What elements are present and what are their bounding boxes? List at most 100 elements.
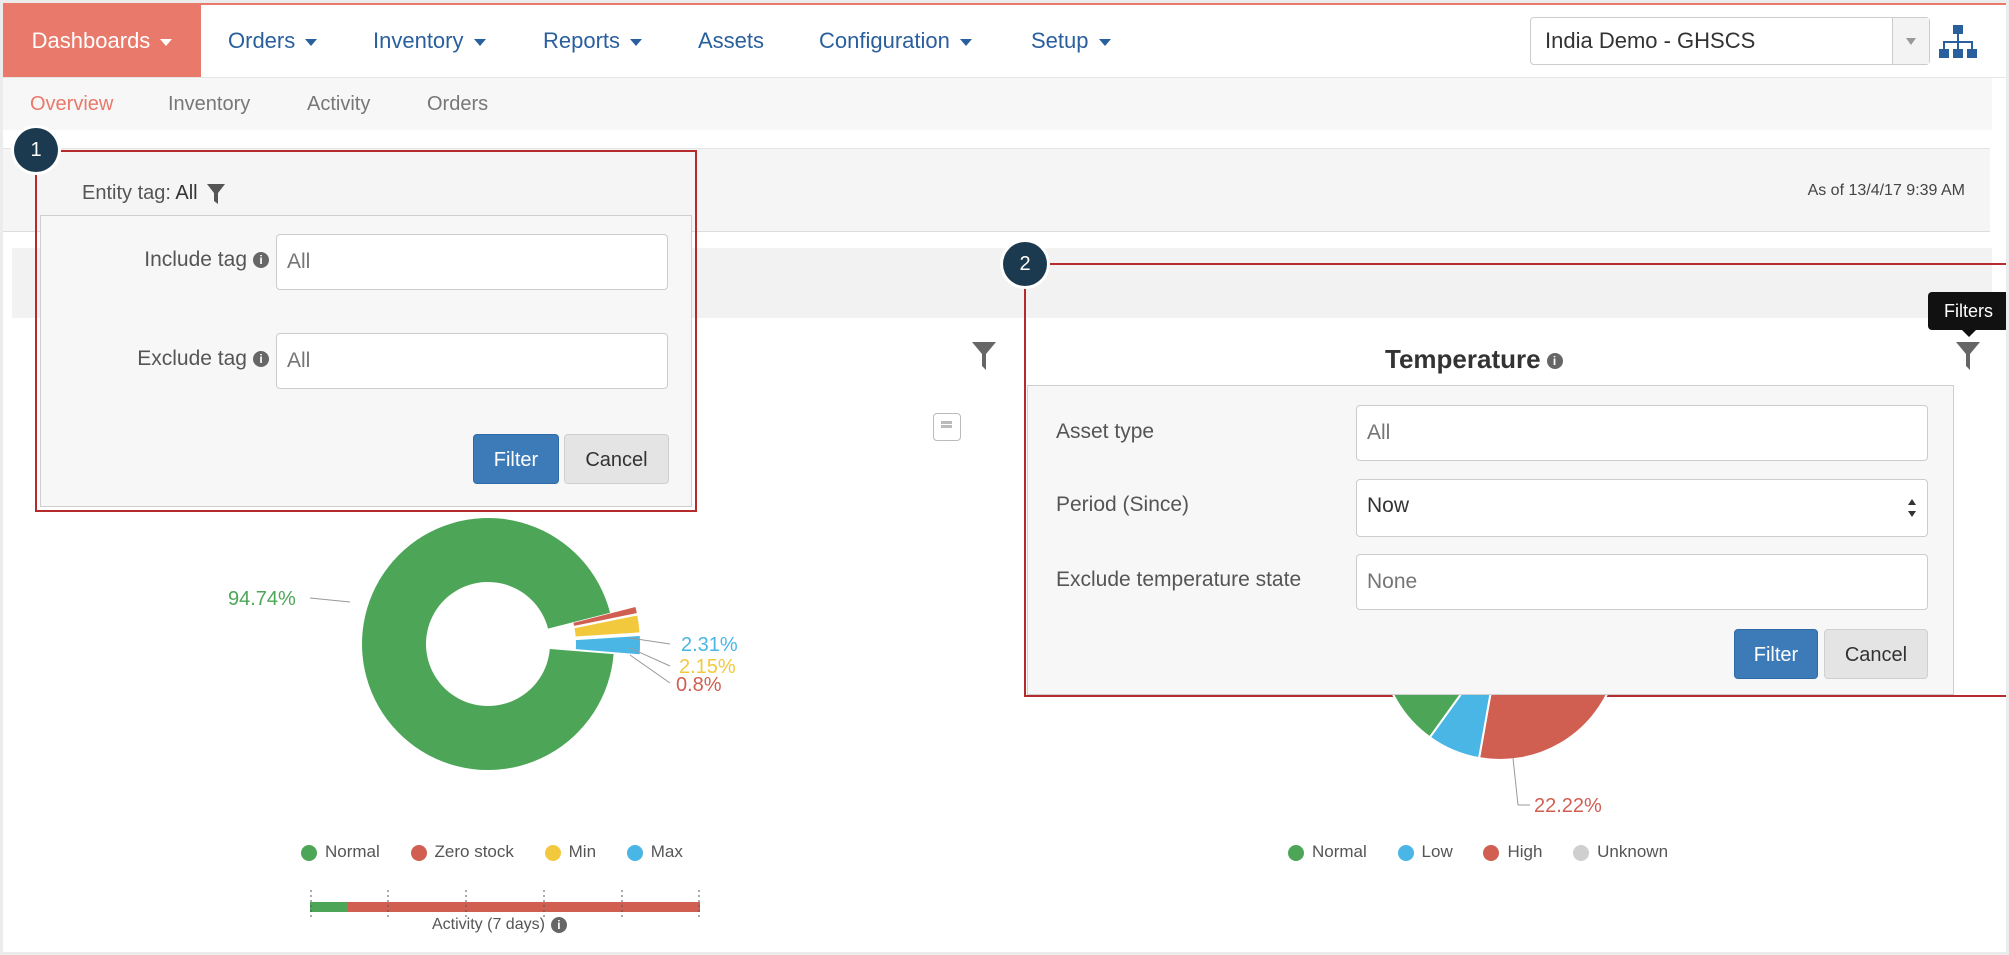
period-select[interactable]: Now	[1356, 479, 1928, 537]
pie-icon	[544, 844, 561, 861]
legend-temp-normal[interactable]: Normal	[1288, 842, 1367, 862]
legend-min-label: Min	[568, 842, 597, 861]
select-updown-icon	[1908, 499, 1916, 517]
zero-pct-label: 0.8%	[676, 674, 722, 696]
legend-temp-low-label: Low	[1421, 842, 1453, 861]
inventory-filter-icon[interactable]	[972, 342, 996, 370]
entity-tag-label[interactable]: Entity tag: All	[82, 182, 226, 205]
legend-temp-low[interactable]: Low	[1397, 842, 1453, 862]
chevron-down-icon	[959, 38, 972, 46]
donut-slice-normal[interactable]	[362, 518, 614, 770]
temperature-cancel-button[interactable]: Cancel	[1824, 629, 1928, 679]
nav-configuration[interactable]: Configuration	[819, 5, 972, 77]
max-pct-label: 2.31%	[681, 634, 738, 656]
legend-temp-unknown-label: Unknown	[1597, 842, 1669, 861]
inventory-donut-chart	[309, 518, 671, 770]
exclude-tag-text: Exclude tag	[137, 347, 247, 370]
legend-zero-stock-label: Zero stock	[434, 842, 514, 861]
chevron-down-icon	[630, 38, 643, 46]
legend-normal-label: Normal	[325, 842, 380, 861]
leader-line-min	[629, 647, 671, 667]
legend-max-label: Max	[650, 842, 683, 861]
asset-type-input[interactable]	[1356, 405, 1928, 461]
activity-label-text: Activity (7 days)	[432, 916, 545, 933]
asset-type-label: Asset type	[1056, 420, 1155, 443]
activity-bar[interactable]	[310, 890, 700, 920]
chevron-down-icon	[473, 38, 486, 46]
leader-line-normal	[309, 597, 351, 603]
legend-max[interactable]: Max	[626, 842, 683, 862]
step-marker-1: 1	[14, 128, 58, 172]
chart-menu-button[interactable]	[933, 413, 961, 441]
info-icon[interactable]: i	[253, 351, 269, 368]
legend-temp-unknown[interactable]: Unknown	[1573, 842, 1668, 862]
include-tag-text: Include tag	[144, 248, 247, 271]
exclude-temp-input[interactable]	[1356, 554, 1928, 610]
donut-slice-min[interactable]	[574, 615, 640, 637]
subnav-activity[interactable]: Activity	[307, 93, 371, 115]
temperature-title-text: Temperature	[1385, 344, 1541, 374]
nav-inventory-label: Inventory	[373, 28, 464, 53]
nav-assets-label: Assets	[698, 28, 765, 53]
period-select-value: Now	[1367, 494, 1410, 517]
pie-icon	[1483, 844, 1500, 861]
nav-assets[interactable]: Assets	[698, 5, 764, 77]
as-of-timestamp: As of 13/4/17 9:39 AM	[1807, 182, 1965, 199]
leader-line-max	[629, 637, 671, 645]
chevron-down-icon	[1098, 38, 1111, 46]
temperature-legend: Normal Low High Unknown	[1288, 842, 1694, 862]
nav-setup[interactable]: Setup	[1031, 5, 1111, 77]
chevron-down-icon	[160, 38, 173, 46]
step-marker-2: 2	[1003, 242, 1047, 286]
filter-icon[interactable]	[207, 183, 226, 204]
info-icon[interactable]: i	[253, 252, 269, 269]
temperature-filter-icon[interactable]	[1956, 342, 1980, 370]
nav-dashboards-label: Dashboards	[31, 28, 151, 53]
period-label: Period (Since)	[1056, 493, 1190, 516]
domain-select-value: India Demo - GHSCS	[1545, 28, 1756, 53]
pie-icon	[410, 844, 427, 861]
sitemap-icon[interactable]	[1938, 23, 1978, 63]
pie-icon	[1573, 844, 1590, 861]
nav-inventory[interactable]: Inventory	[373, 5, 486, 77]
nav-dashboards[interactable]: Dashboards	[3, 5, 201, 77]
nav-configuration-label: Configuration	[819, 28, 950, 53]
pie-icon	[1397, 844, 1414, 861]
legend-temp-high[interactable]: High	[1483, 842, 1542, 862]
filter-button[interactable]: Filter	[473, 434, 559, 484]
legend-min[interactable]: Min	[544, 842, 597, 862]
entity-filter-popover: Include tag i Exclude tag i Filter Cancel	[40, 215, 692, 507]
nav-orders-label: Orders	[228, 28, 296, 53]
nav-setup-label: Setup	[1031, 28, 1089, 53]
sub-navigation: Overview Inventory Activity Orders	[0, 78, 1992, 130]
normal-pct-label: 94.74%	[228, 588, 296, 610]
include-tag-label: Include tag i	[41, 248, 269, 272]
top-navigation: Dashboards Orders Inventory Reports Asse…	[0, 5, 2009, 78]
temperature-title: Temperature i	[1385, 344, 1563, 375]
chevron-down-icon	[305, 38, 318, 46]
inventory-legend: Normal Zero stock Min Max	[301, 842, 709, 862]
domain-select[interactable]: India Demo - GHSCS	[1530, 17, 1930, 65]
legend-zero-stock[interactable]: Zero stock	[410, 842, 514, 862]
pie-icon	[626, 844, 643, 861]
donut-slice-zero-stock[interactable]	[573, 606, 637, 626]
subnav-orders[interactable]: Orders	[427, 93, 489, 115]
nav-orders[interactable]: Orders	[228, 5, 318, 77]
nav-reports-label: Reports	[543, 28, 621, 53]
leader-line-zero	[629, 654, 671, 684]
exclude-tag-input[interactable]	[276, 333, 668, 389]
info-icon[interactable]: i	[550, 916, 567, 933]
min-pct-label: 2.15%	[679, 656, 736, 678]
legend-temp-normal-label: Normal	[1312, 842, 1367, 861]
subnav-inventory[interactable]: Inventory	[168, 93, 251, 115]
subnav-overview[interactable]: Overview	[30, 93, 114, 115]
temperature-filter-button[interactable]: Filter	[1734, 629, 1818, 679]
legend-normal[interactable]: Normal	[301, 842, 380, 862]
donut-slice-max[interactable]	[575, 635, 640, 655]
cancel-button[interactable]: Cancel	[564, 434, 669, 484]
info-icon[interactable]: i	[1546, 353, 1563, 370]
select-arrow-icon[interactable]	[1892, 18, 1929, 64]
temperature-filter-popover: Asset type Period (Since) Now Exclude te…	[1027, 385, 1954, 695]
include-tag-input[interactable]	[276, 234, 668, 290]
nav-reports[interactable]: Reports	[543, 5, 643, 77]
